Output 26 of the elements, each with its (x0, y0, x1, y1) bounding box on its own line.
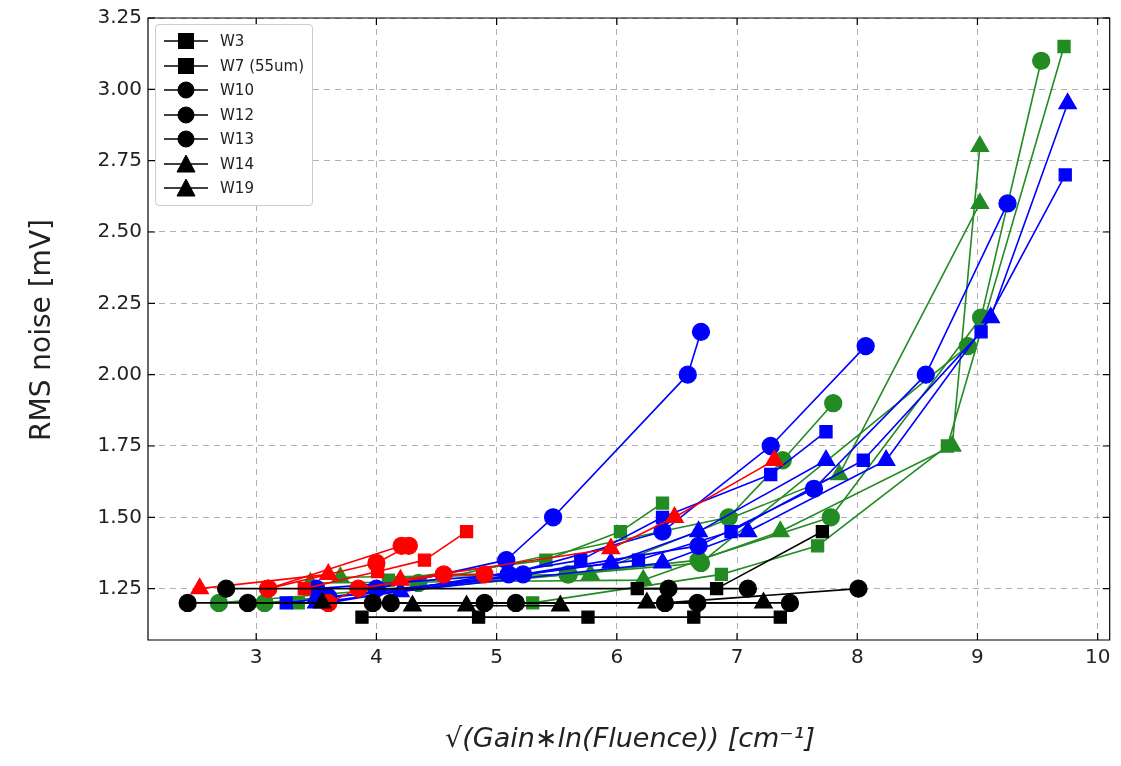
x-tick-label: 6 (610, 644, 624, 669)
x-tick-label: 5 (490, 644, 503, 669)
y-tick-label: 3.00 (97, 75, 142, 100)
y-tick-label: 2.75 (97, 146, 142, 171)
x-tick-label: 4 (370, 644, 383, 669)
x-tick-label: 7 (730, 644, 744, 669)
legend-label: W7 (55um) (220, 56, 305, 75)
y-tick-label: 2.50 (97, 218, 142, 243)
x-tick-label: 8 (850, 644, 864, 669)
y-tick-label: 1.50 (97, 503, 142, 528)
y-tick-label: 1.25 (97, 574, 142, 599)
y-axis-title: RMS noise [mV] (23, 219, 57, 441)
legend-label: W19 (220, 179, 254, 198)
legend-label: W3 (220, 32, 245, 51)
x-tick-label: 3 (249, 644, 263, 669)
legend-label: W10 (220, 81, 254, 100)
y-tick-label: 2.00 (97, 360, 142, 385)
y-tick-label: 2.25 (97, 289, 142, 314)
y-tick-label: 3.25 (97, 4, 142, 29)
legend-label: W12 (220, 105, 254, 124)
x-axis-title: √(Gain∗ln(Fluence)) [cm⁻¹] (444, 722, 816, 753)
x-tick-label: 9 (971, 644, 984, 669)
y-tick-label: 1.75 (97, 432, 142, 457)
x-tick-label: 10 (1084, 644, 1111, 669)
legend-label: W13 (220, 130, 254, 149)
legend-label: W14 (220, 154, 254, 173)
